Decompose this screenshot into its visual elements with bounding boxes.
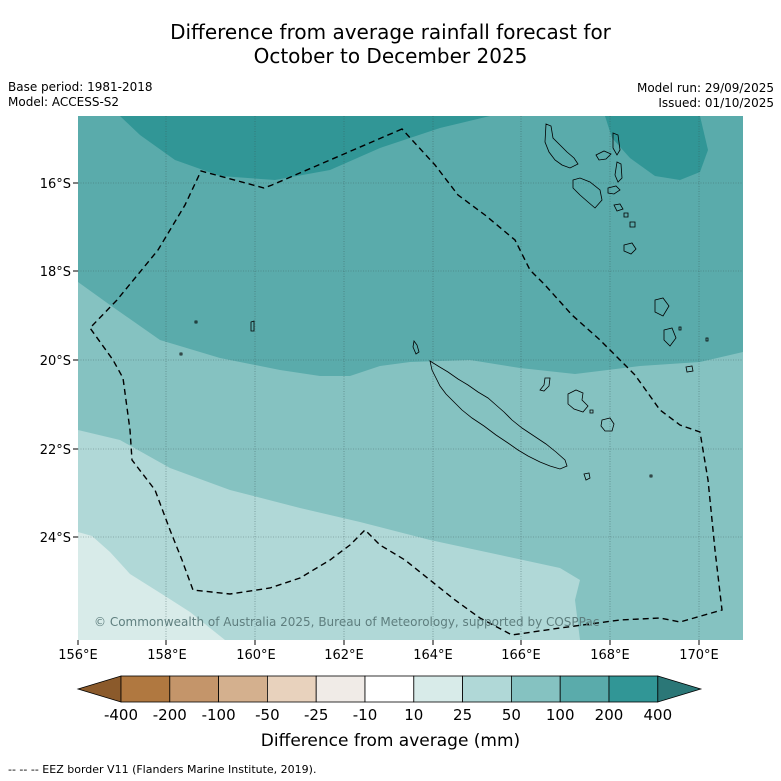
lat-labels: 16°S 18°S 20°S 22°S 24°S	[40, 177, 71, 546]
colorbar-tick-label: 10	[404, 706, 424, 724]
reef-dot-1	[194, 320, 198, 324]
lon-label: 168°E	[590, 648, 630, 663]
colorbar-segment	[413, 675, 463, 703]
colorbar-tick-label: 200	[594, 706, 624, 724]
colorbar-segment	[218, 675, 268, 703]
belep-islands	[412, 340, 420, 355]
colorbar-tick-label: 50	[501, 706, 521, 724]
model-run: Model run: 29/09/2025	[636, 81, 774, 95]
new-caledonia-mainland	[429, 360, 568, 470]
colorbar-segment	[120, 675, 171, 703]
map-title: Difference from average rainfall forecas…	[0, 20, 781, 68]
lon-label: 156°E	[58, 648, 98, 663]
meta-right: Model run: 29/09/2025 Issued: 01/10/2025	[637, 81, 774, 111]
issued-date: Issued: 01/10/2025	[658, 96, 774, 110]
colorbar-title: Difference from average (mm)	[260, 731, 521, 751]
lat-label: 18°S	[40, 265, 71, 280]
malakula	[572, 177, 603, 209]
gridlines	[78, 116, 743, 640]
colorbar-segment	[169, 675, 220, 703]
ambae	[595, 150, 612, 161]
efate	[623, 242, 637, 255]
colorbar-tick-label: 400	[643, 706, 673, 724]
hunter-island	[649, 474, 653, 478]
lon-label: 164°E	[413, 648, 453, 663]
colorbar-segment	[510, 675, 561, 703]
colorbar-segment	[266, 675, 317, 703]
isle-of-pines	[583, 472, 591, 481]
aneityum	[685, 365, 694, 373]
colorbar-segment	[559, 675, 610, 703]
copyright-text: © Commonwealth of Australia 2025, Bureau…	[94, 615, 599, 629]
lon-label: 160°E	[236, 648, 276, 663]
lon-ticks	[77, 640, 700, 645]
futuna-aniwa	[678, 326, 709, 342]
base-period: Base period: 1981-2018	[8, 80, 153, 94]
colorbar-segment	[608, 675, 659, 703]
colorbar-tick-label: -25	[303, 706, 329, 724]
colorbar-segment	[315, 675, 366, 703]
lon-labels: 156°E 158°E 160°E 162°E 164°E 166°E 168°…	[58, 648, 719, 663]
zone-25-50	[78, 430, 580, 640]
meta-left: Base period: 1981-2018 Model: ACCESS-S2	[8, 80, 153, 110]
lat-label: 16°S	[40, 177, 71, 192]
map-area	[78, 116, 743, 640]
erromango	[654, 297, 670, 317]
maewo-pentecost	[612, 132, 621, 156]
lat-label: 22°S	[40, 443, 71, 458]
tanna	[663, 327, 677, 347]
lon-label: 166°E	[501, 648, 541, 663]
lat-label: 24°S	[40, 531, 71, 546]
lon-label: 158°E	[147, 648, 187, 663]
lat-ticks	[73, 182, 78, 538]
zone-10-25	[78, 532, 225, 640]
lat-label: 20°S	[40, 354, 71, 369]
reef-dot-2	[179, 352, 183, 356]
colorbar-tick-label: 25	[453, 706, 473, 724]
colorbar-extend-low	[76, 675, 122, 703]
tiga-island	[589, 409, 594, 414]
zone-200-400-east	[605, 116, 708, 180]
colorbar-tick-label: -10	[352, 706, 378, 724]
colorbar-tick-label: -200	[152, 706, 187, 724]
espiritu-santo	[544, 123, 579, 169]
zone-200-400-west	[120, 116, 490, 180]
zone-100-200	[78, 116, 743, 376]
title-line-1: Difference from average rainfall forecas…	[170, 20, 611, 44]
colorbar-segment	[462, 675, 512, 703]
eez-legend-footnote: -- -- -- EEZ border V11 (Flanders Marine…	[8, 763, 317, 776]
model-name: Model: ACCESS-S2	[8, 95, 120, 109]
lon-label: 170°E	[679, 648, 719, 663]
title-line-2: October to December 2025	[253, 44, 528, 68]
colorbar	[76, 675, 703, 703]
colorbar-tick-labels: -400 -200 -100 -50 -25 -10 10 25 50 100 200 400	[0, 706, 781, 724]
chesterfield-reef	[250, 320, 255, 332]
lifou-island	[567, 389, 589, 413]
epi	[613, 203, 624, 212]
colorbar-tick-label: -50	[255, 706, 280, 724]
colorbar-tick-label: -100	[201, 706, 236, 724]
colorbar-tick-label: -400	[103, 706, 139, 724]
lon-label: 162°E	[324, 648, 364, 663]
mare-island	[600, 417, 615, 432]
colorbar-tick-label: 100	[545, 706, 575, 724]
shepherd-islands	[623, 212, 636, 228]
pentecost	[614, 161, 623, 183]
colorbar-extend-high	[657, 675, 703, 703]
ouvea-island	[539, 377, 551, 392]
colorbar-segment	[364, 675, 415, 703]
ambrym	[607, 185, 621, 195]
